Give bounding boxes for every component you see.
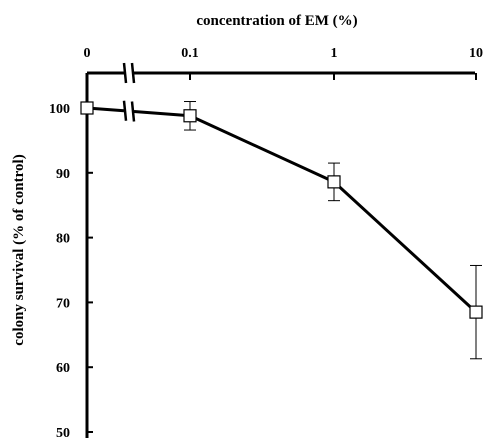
x-axis-title: concentration of EM (%) xyxy=(196,13,357,29)
data-point xyxy=(327,175,341,189)
series-segment xyxy=(133,110,191,118)
series-break-right xyxy=(130,101,136,122)
data-point xyxy=(183,109,197,123)
x-tick-label: 0 xyxy=(84,46,91,61)
x-tick-label: 0.1 xyxy=(181,46,199,61)
y-tick-label: 50 xyxy=(56,426,70,438)
x-axis-break-left xyxy=(122,62,128,84)
x-axis-break-right xyxy=(130,62,136,84)
series-break-left xyxy=(122,100,128,121)
y-tick-label: 70 xyxy=(56,296,70,311)
series-segment xyxy=(332,180,478,314)
y-tick-label: 90 xyxy=(56,167,70,182)
y-tick-label: 60 xyxy=(56,361,70,376)
x-tick-label: 10 xyxy=(469,46,483,61)
x-tick-label: 1 xyxy=(331,46,338,61)
data-point xyxy=(80,101,94,115)
y-axis-title: colony survival (% of control) xyxy=(11,154,27,345)
y-tick-label: 100 xyxy=(49,102,70,117)
data-point xyxy=(469,305,483,319)
series-segment xyxy=(189,114,335,184)
y-tick-label: 80 xyxy=(56,232,70,247)
x-axis xyxy=(87,62,475,84)
